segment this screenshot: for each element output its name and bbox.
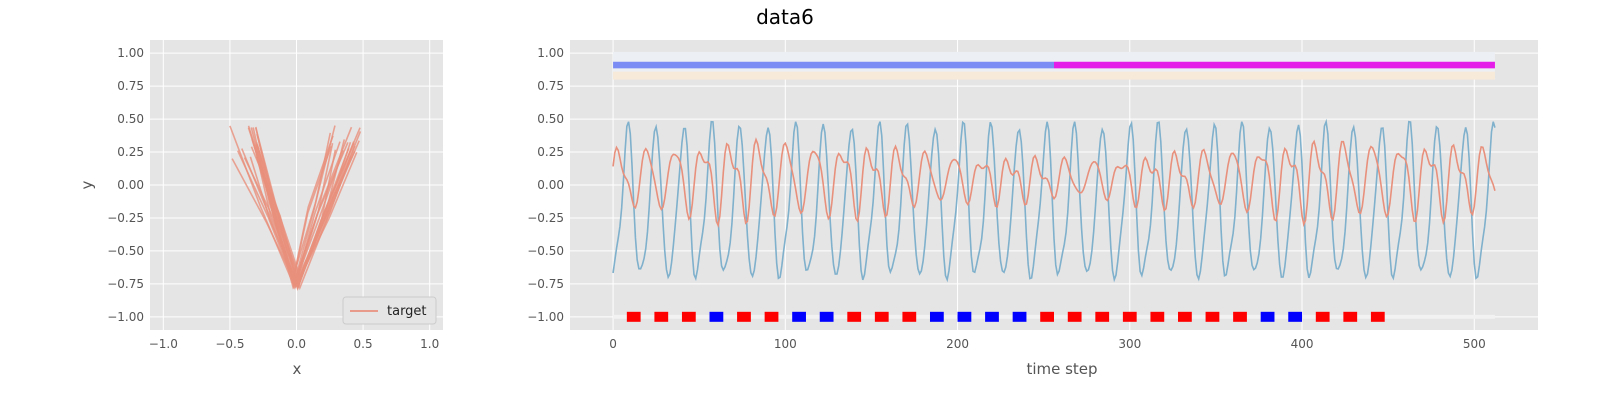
right-x-tick-label: 300 bbox=[1118, 337, 1141, 351]
event-marker-red bbox=[847, 311, 862, 322]
event-marker-blue bbox=[957, 311, 972, 322]
right-y-tick-label: −0.75 bbox=[527, 277, 564, 291]
left-legend: target bbox=[342, 296, 437, 325]
event-marker-red bbox=[1370, 311, 1385, 322]
event-marker-red bbox=[1122, 311, 1137, 322]
left-y-tick-label: 0.75 bbox=[117, 79, 144, 93]
event-marker-red bbox=[1178, 311, 1192, 322]
event-marker-red bbox=[1233, 311, 1247, 322]
right-y-tick-label: 0.25 bbox=[537, 145, 564, 159]
target-stroke bbox=[247, 127, 352, 291]
event-marker-blue bbox=[1288, 311, 1303, 322]
left-grid bbox=[150, 40, 443, 330]
event-marker-blue bbox=[1260, 311, 1275, 322]
legend-label-target: target bbox=[387, 304, 427, 319]
event-marker-blue bbox=[1012, 311, 1027, 322]
figure-title: data6 bbox=[756, 5, 814, 29]
event-marker-red bbox=[1150, 311, 1165, 322]
event-marker-red bbox=[681, 311, 696, 322]
left-y-axis-label: y bbox=[78, 180, 96, 189]
right-y-tick-label: 0.50 bbox=[537, 112, 564, 126]
event-marker-red bbox=[654, 311, 669, 322]
right-y-tick-label: −0.50 bbox=[527, 244, 564, 258]
left-x-ticks: −1.0 −0.5 0.0 0.5 1.0 bbox=[149, 337, 439, 351]
event-marker-red bbox=[874, 311, 889, 322]
event-marker-red bbox=[1315, 311, 1330, 322]
event-marker-blue bbox=[792, 311, 806, 322]
event-marker-red bbox=[1095, 311, 1110, 322]
phase-band-lower bbox=[613, 71, 1495, 80]
left-y-tick-label: 0.50 bbox=[117, 112, 144, 126]
event-marker-red bbox=[1067, 311, 1082, 322]
left-target-lines bbox=[229, 125, 362, 291]
target-stroke bbox=[255, 126, 356, 281]
left-x-axis-label: x bbox=[293, 360, 302, 378]
target-stroke bbox=[231, 142, 355, 290]
event-marker-blue bbox=[929, 311, 944, 322]
right-x-tick-label: 500 bbox=[1463, 337, 1486, 351]
target-stroke bbox=[243, 135, 334, 282]
phase-segment-1 bbox=[613, 61, 1054, 69]
right-chart: 0 100 200 300 400 500 −1.00 −0.75 −0.50 −0.25 0.0… bbox=[527, 40, 1538, 378]
right-y-tick-label: −1.00 bbox=[527, 310, 564, 324]
signal-series-line bbox=[612, 118, 1496, 283]
left-x-tick-label: −0.5 bbox=[215, 337, 244, 351]
event-marker-red bbox=[626, 311, 641, 322]
right-y-tick-label: 0.75 bbox=[537, 79, 564, 93]
left-y-tick-label: 0.25 bbox=[117, 145, 144, 159]
event-marker-red bbox=[1205, 311, 1220, 322]
left-x-tick-label: 0.5 bbox=[354, 337, 373, 351]
event-marker-blue bbox=[709, 311, 724, 322]
left-y-tick-label: −0.25 bbox=[107, 211, 144, 225]
right-y-tick-label: 0.00 bbox=[537, 178, 564, 192]
left-y-tick-label: 1.00 bbox=[117, 46, 144, 60]
event-marker-red bbox=[1343, 311, 1358, 322]
right-y-tick-label: −0.25 bbox=[527, 211, 564, 225]
left-y-tick-label: 0.00 bbox=[117, 178, 144, 192]
event-marker-red bbox=[902, 311, 917, 322]
phase-segment-2 bbox=[1054, 61, 1495, 69]
event-marker-red bbox=[764, 311, 779, 322]
left-y-tick-label: −1.00 bbox=[107, 310, 144, 324]
right-x-axis-label: time step bbox=[1026, 360, 1097, 378]
right-x-tick-label: 100 bbox=[774, 337, 797, 351]
event-marker-red bbox=[737, 311, 751, 322]
right-x-tick-label: 400 bbox=[1291, 337, 1314, 351]
event-marker-red bbox=[1040, 311, 1054, 322]
left-x-tick-label: −1.0 bbox=[149, 337, 178, 351]
left-x-tick-label: 1.0 bbox=[420, 337, 439, 351]
legend-box bbox=[342, 296, 437, 325]
left-y-ticks: −1.00 −0.75 −0.50 −0.25 0.00 0.25 0.50 0.75 1.00 bbox=[107, 46, 144, 324]
right-x-tick-label: 0 bbox=[609, 337, 617, 351]
target-series-line bbox=[612, 137, 1496, 228]
left-x-tick-label: 0.0 bbox=[287, 337, 306, 351]
left-chart: −1.0 −0.5 0.0 0.5 1.0 −1.00 −0.75 −0.50 −0.25 0.… bbox=[78, 40, 443, 378]
event-marker-blue bbox=[985, 311, 999, 322]
right-x-ticks: 0 100 200 300 400 500 bbox=[609, 337, 1485, 351]
left-y-tick-label: −0.50 bbox=[107, 244, 144, 258]
right-y-tick-label: 1.00 bbox=[537, 46, 564, 60]
event-marker-blue bbox=[819, 311, 834, 322]
right-event-markers bbox=[626, 311, 1385, 322]
right-x-tick-label: 200 bbox=[946, 337, 969, 351]
right-y-ticks: −1.00 −0.75 −0.50 −0.25 0.00 0.25 0.50 0.75 1.00 bbox=[527, 46, 564, 324]
left-y-tick-label: −0.75 bbox=[107, 277, 144, 291]
